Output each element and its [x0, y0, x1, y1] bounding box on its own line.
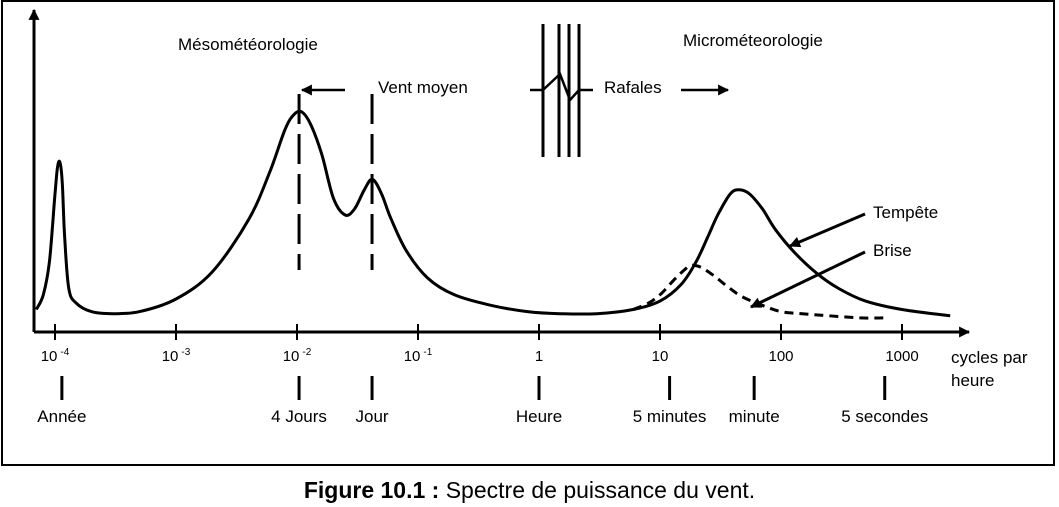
arrow-label-vent-moyen: Vent moyen: [378, 78, 468, 97]
period-label: 4 Jours: [271, 407, 327, 426]
period-label: 5 secondes: [841, 407, 928, 426]
gust-symbol: [530, 24, 593, 157]
x-tick-label: 1000: [885, 348, 918, 365]
spectrum-chart: 10 -4 10 -3 10 -2 10 -1 1 10 100 1000 Année 4 Jours J…: [28, 8, 1028, 426]
legend-label-tempete: Tempête: [873, 203, 938, 222]
period-label: Jour: [355, 407, 388, 426]
series-line-tempete: [34, 109, 951, 318]
x-tick-label: 1: [535, 348, 543, 365]
figure-caption: Figure 10.1 : Spectre de puissance du ve…: [0, 476, 1059, 504]
caption-text: Spectre de puissance du vent.: [439, 477, 756, 503]
region-label-micro: Microméteorologie: [683, 31, 823, 50]
arrow-label-rafales: Rafales: [604, 78, 662, 97]
legend-pointer-tempete: [788, 212, 866, 248]
x-tick-label: 10: [652, 348, 669, 365]
legend-label-brise: Brise: [873, 241, 912, 260]
x-tick-label: 100: [768, 348, 793, 365]
x-tick-label: 10 -2: [283, 347, 312, 365]
period-label: 5 minutes: [633, 407, 707, 426]
period-label: Heure: [516, 407, 562, 426]
region-label-meso: Mésométéorologie: [178, 35, 318, 54]
period-label: Année: [37, 407, 86, 426]
figure-frame: 10 -4 10 -3 10 -2 10 -1 1 10 100 1000 Année 4 Jours J…: [1, 0, 1055, 466]
x-tick-label: 10 -1: [404, 347, 433, 365]
x-axis-label-line2: heure: [951, 371, 994, 390]
x-tick-label: 10 -4: [41, 347, 70, 365]
legend-pointer-brise: [750, 250, 866, 309]
period-label: minute: [729, 407, 780, 426]
x-axis-label-line1: cycles par: [951, 348, 1028, 367]
x-tick-label: 10 -3: [162, 347, 191, 365]
caption-lead: Figure 10.1 :: [303, 477, 440, 503]
series-line-brise: [632, 263, 884, 320]
